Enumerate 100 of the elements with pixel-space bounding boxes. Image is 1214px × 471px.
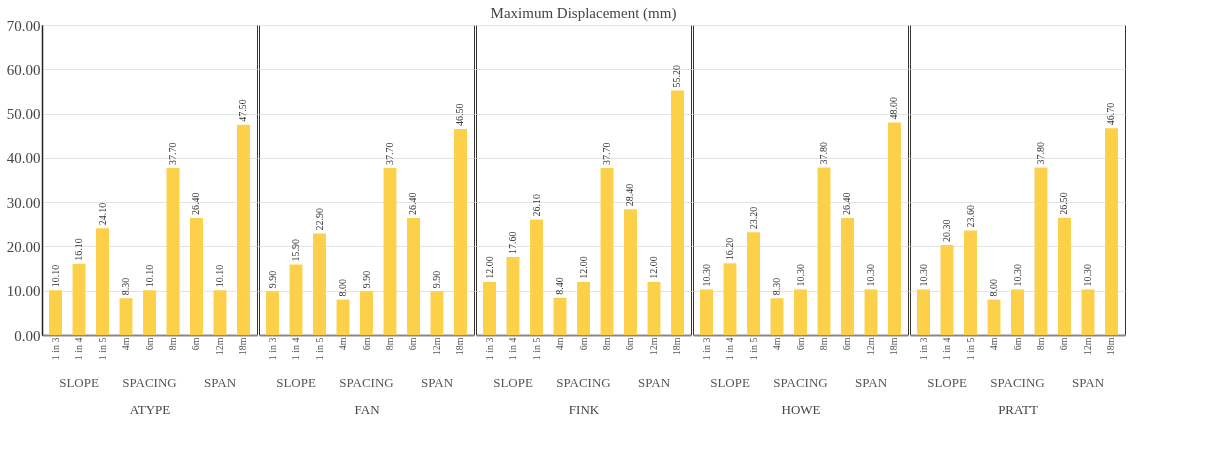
x-tick-label: 6m	[624, 337, 636, 351]
data-label: 23.20	[747, 206, 759, 230]
x-tick-label: 18m	[888, 337, 900, 356]
x-tick-label: 1 in 5	[747, 337, 759, 361]
bar	[700, 289, 713, 335]
data-label: 12.00	[483, 256, 495, 279]
text: SLOPE	[276, 375, 316, 390]
bar	[553, 297, 567, 335]
x-tick-label: 4m	[337, 337, 348, 351]
data-label: 28.40	[624, 183, 636, 207]
data-label: 9.90	[266, 270, 278, 289]
bar	[794, 289, 807, 335]
bar	[624, 209, 637, 335]
data-label: 37.80	[1035, 142, 1046, 165]
x-tick-label: 1 in 5	[964, 337, 976, 361]
data-label: 22.90	[313, 208, 325, 231]
data-label: 10.30	[1081, 263, 1093, 287]
data-label: 37.70	[167, 142, 178, 166]
data-label: 15.90	[290, 239, 302, 262]
bar	[266, 291, 279, 335]
data-label: 10.10	[213, 264, 225, 288]
data-label: 9.90	[360, 270, 372, 289]
x-tick-label: 8m	[167, 337, 178, 351]
y-tick-label: 50.00	[6, 106, 41, 123]
data-label: 26.40	[841, 192, 853, 216]
bar	[1011, 289, 1024, 335]
data-label: 37.80	[818, 142, 829, 165]
text: SPACING	[339, 375, 394, 390]
bar	[483, 281, 496, 335]
x-tick-label: 6m	[190, 337, 202, 351]
bar	[383, 168, 397, 335]
data-label: 10.30	[794, 263, 806, 287]
y-tick-label: 30.00	[6, 194, 41, 211]
bar	[72, 263, 86, 335]
x-tick-label: 1 in 4	[724, 337, 736, 361]
x-tick-label: 6m	[1058, 337, 1070, 351]
bar	[864, 289, 878, 335]
data-label: 17.60	[507, 231, 519, 255]
x-axis-title: FAN	[354, 402, 381, 418]
data-label: 8.40	[554, 277, 565, 295]
data-label: 26.40	[190, 192, 202, 216]
bar	[190, 218, 203, 335]
data-label: 10.30	[700, 263, 712, 287]
x-tick-label: 1 in 3	[917, 337, 929, 361]
x-tick-label: 4m	[771, 337, 782, 351]
data-label: 26.40	[407, 192, 419, 216]
bar	[917, 289, 930, 335]
x-tick-label: 8m	[1035, 337, 1046, 351]
x-tick-label: 1 in 4	[73, 337, 85, 361]
x-tick-label: 12m	[213, 337, 225, 356]
x-tick-label: 6m	[407, 337, 419, 351]
x-tick-label: 4m	[988, 337, 999, 351]
data-label: 26.50	[1058, 192, 1070, 215]
bar	[407, 218, 420, 335]
data-label: 10.30	[1011, 263, 1023, 287]
x-tick-label: 8m	[818, 337, 829, 351]
x-axis-title: FINK	[568, 402, 600, 418]
data-label: 8.30	[120, 277, 131, 296]
data-label: 10.30	[864, 263, 876, 287]
text: SPAN	[854, 375, 888, 390]
data-label: 8.00	[337, 279, 348, 297]
data-label: 24.10	[96, 202, 108, 226]
x-tick-label: 1 in 4	[941, 337, 953, 361]
bar	[647, 281, 661, 335]
data-label: 20.30	[941, 219, 953, 243]
data-label: 8.30	[771, 277, 782, 296]
y-tick-label: 10.00	[6, 283, 41, 300]
bar	[1081, 289, 1095, 335]
bar	[166, 168, 180, 335]
x-tick-label: 1 in 4	[507, 337, 519, 361]
y-tick-label: 0.00	[14, 327, 41, 344]
x-tick-label: 1 in 3	[700, 337, 712, 361]
data-label: 12.00	[647, 256, 659, 279]
bar	[671, 90, 684, 335]
bar	[530, 219, 543, 335]
y-tick-label: 40.00	[6, 150, 41, 167]
bar	[49, 290, 62, 335]
bar	[747, 232, 760, 335]
data-label: 9.90	[430, 270, 442, 289]
x-tick-label: 1 in 5	[96, 337, 108, 361]
text: SPAN	[637, 375, 671, 390]
data-label: 10.10	[49, 264, 61, 288]
text: SPACING	[122, 375, 177, 390]
x-tick-label: 6m	[841, 337, 853, 351]
text: SLOPE	[927, 375, 967, 390]
y-tick-label: 70.00	[6, 17, 41, 34]
y-tick-label: 20.00	[6, 238, 41, 255]
bar	[119, 298, 133, 335]
bar	[600, 168, 614, 335]
data-label: 10.10	[143, 264, 155, 288]
bar	[430, 291, 444, 335]
x-tick-label: 1 in 4	[290, 337, 302, 361]
bar	[841, 218, 854, 335]
x-tick-label: 12m	[1081, 337, 1093, 356]
data-label: 48.00	[888, 96, 900, 120]
text: SPACING	[773, 375, 828, 390]
bar	[143, 290, 156, 335]
x-tick-label: 18m	[237, 337, 249, 356]
data-label: 10.30	[917, 263, 929, 287]
bar	[506, 257, 520, 335]
